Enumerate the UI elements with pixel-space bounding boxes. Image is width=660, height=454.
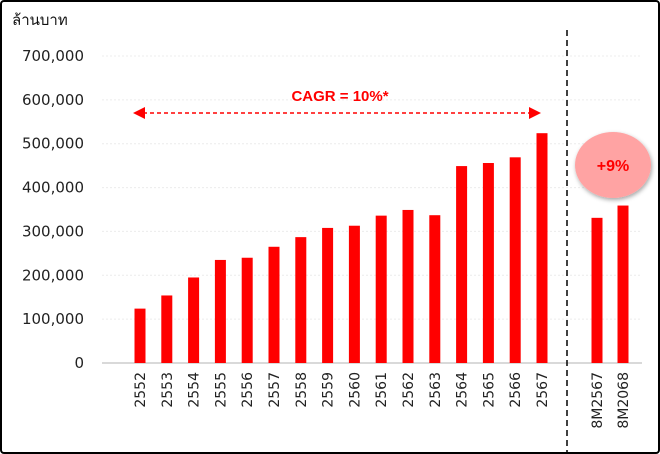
bar-2556 — [241, 257, 253, 363]
bar-2567 — [536, 133, 548, 363]
bar-2559 — [322, 227, 334, 363]
bar-2555 — [214, 259, 226, 363]
bar-2553 — [161, 295, 173, 363]
x-tick-label: 2556 — [240, 372, 256, 408]
x-tick-label: 8M2068 — [616, 372, 632, 429]
x-tick-label: 2563 — [428, 372, 444, 408]
y-tick-label: 400,000 — [22, 179, 84, 197]
x-tick-label: 2553 — [160, 372, 176, 408]
bar-2565 — [482, 163, 494, 363]
bar-2564 — [456, 166, 468, 363]
x-tick-label: 2558 — [294, 372, 310, 408]
x-tick-label: 2564 — [455, 372, 471, 408]
growth-label: +9% — [597, 158, 629, 175]
y-tick-label: 0 — [74, 354, 84, 372]
bar-2560 — [348, 225, 360, 363]
bar-2566 — [509, 157, 521, 363]
y-tick-label: 700,000 — [22, 47, 84, 65]
x-tick-label: 2555 — [213, 372, 229, 408]
y-axis-unit-label: ล้านบาท — [12, 11, 68, 29]
x-tick-label: 2566 — [508, 372, 524, 408]
x-tick-label: 2559 — [321, 372, 337, 408]
bar-2563 — [429, 215, 441, 363]
x-tick-label: 2562 — [401, 372, 417, 408]
y-tick-label: 600,000 — [22, 91, 84, 109]
x-tick-label: 2557 — [267, 372, 283, 408]
y-tick-label: 100,000 — [22, 310, 84, 328]
growth-bubble — [575, 132, 651, 198]
x-tick-label: 2567 — [535, 372, 551, 408]
x-tick-label: 2560 — [347, 372, 363, 408]
bar-8M2068 — [617, 205, 629, 363]
y-tick-label: 300,000 — [22, 222, 84, 240]
x-tick-label: 8M2567 — [590, 372, 606, 429]
bar-2558 — [295, 237, 307, 363]
bar-2561 — [375, 215, 387, 363]
bar-8M2567 — [591, 217, 603, 363]
x-tick-label: 2565 — [481, 372, 497, 408]
cagr-label: CAGR = 10%* — [291, 88, 388, 105]
bar-2552 — [134, 308, 146, 363]
y-tick-label: 200,000 — [22, 266, 84, 284]
y-tick-label: 500,000 — [22, 135, 84, 153]
bar-2562 — [402, 209, 414, 363]
bar-2557 — [268, 246, 280, 363]
bar-2554 — [188, 277, 200, 363]
x-tick-label: 2554 — [187, 372, 203, 408]
x-tick-label: 2561 — [374, 372, 390, 408]
x-tick-label: 2552 — [133, 372, 149, 408]
